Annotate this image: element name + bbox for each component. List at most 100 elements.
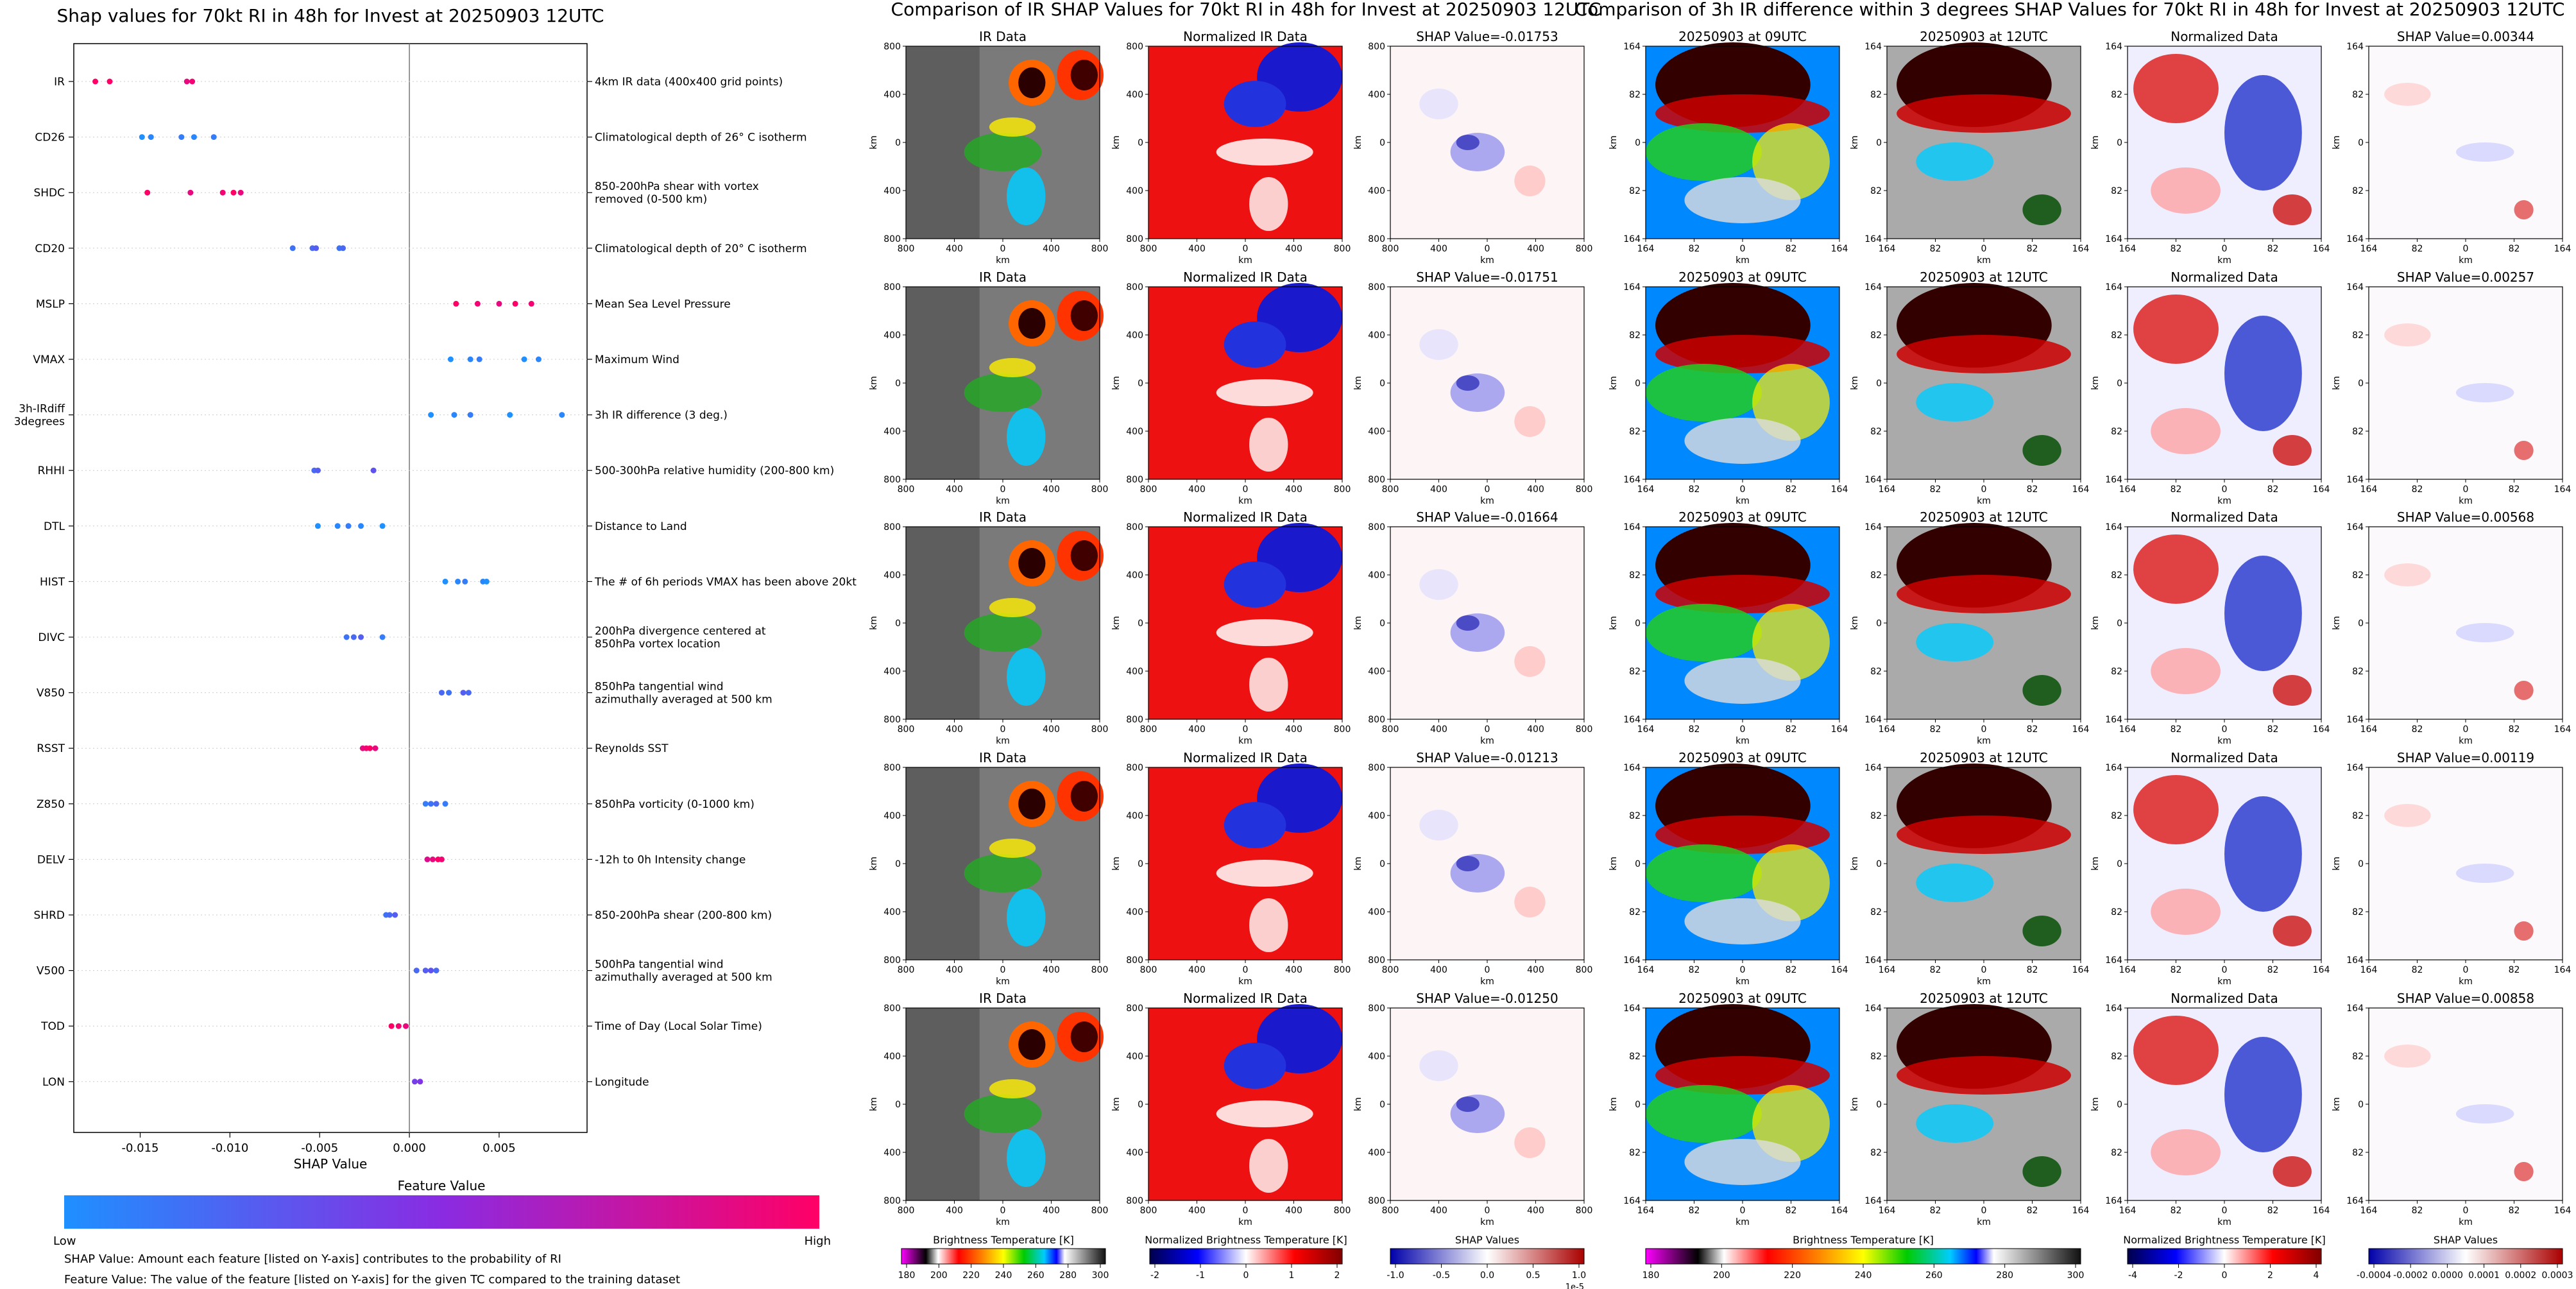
y-axis-label: km <box>1608 1097 1619 1111</box>
y-tick-label: 82 <box>1629 907 1641 918</box>
negative-shap-core <box>1456 1097 1480 1112</box>
subplot-title: 20250903 at 09UTC <box>1678 29 1807 44</box>
shap-colorbar-label: SHAP Values <box>1455 1234 1519 1246</box>
y-tick-label: 164 <box>1623 522 1641 533</box>
x-tick-label: 82 <box>2509 1206 2520 1216</box>
x-tick-label: 82 <box>1930 244 1941 254</box>
negative-anom <box>2224 1037 2302 1152</box>
subplot-title: SHAP Value=0.00119 <box>2397 750 2534 765</box>
x-axis-label: km <box>1736 736 1750 746</box>
feature-description: Climatological depth of 26° C isotherm <box>595 132 807 144</box>
negative-shap-core <box>1456 856 1480 871</box>
diff09-image <box>1645 523 1840 720</box>
y-tick-label: 82 <box>1629 1052 1641 1062</box>
y-tick-label: 400 <box>1368 427 1385 437</box>
shap-point <box>189 78 196 85</box>
diff-panel-title: Comparison of 3h IR difference within 3 … <box>1575 0 2565 20</box>
y-axis-label: km <box>1111 376 1122 390</box>
positive-shap <box>2384 804 2431 827</box>
y-tick-label: 82 <box>2352 427 2364 437</box>
warm-ring <box>1897 1056 2071 1095</box>
shap-point <box>496 300 502 307</box>
x-tick-label: 0 <box>2222 244 2228 254</box>
y-tick-label: 0 <box>1635 859 1641 869</box>
diff-norm-colorbar-tick-label: -4 <box>2128 1270 2137 1281</box>
x-tick-label: -0.005 <box>301 1141 338 1155</box>
shap-point <box>237 189 244 196</box>
x-tick-label: 400 <box>1430 244 1447 254</box>
feature-label: MSLP <box>36 298 65 311</box>
shap-point <box>521 356 527 363</box>
x-tick-label: 164 <box>1879 1206 1896 1216</box>
y-tick-label: 164 <box>2105 715 2122 725</box>
x-axis-label: km <box>1977 736 1991 746</box>
y-tick-label: 82 <box>2111 570 2122 581</box>
y-tick-label: 800 <box>1126 763 1143 773</box>
x-tick-label: 164 <box>2119 244 2137 254</box>
cloud-band <box>1007 1129 1046 1187</box>
y-tick-label: 0 <box>2358 1100 2364 1110</box>
x-tick-label: 400 <box>1188 1206 1206 1216</box>
warm-ring <box>1897 575 2071 613</box>
band-cyan <box>1916 864 1994 902</box>
x-tick-label: 400 <box>1285 1206 1302 1216</box>
x-tick-label: 800 <box>1091 484 1109 495</box>
x-tick-label: 164 <box>2313 724 2330 735</box>
negative-anom <box>2224 796 2302 912</box>
y-tick-label: 400 <box>1368 90 1385 100</box>
x-axis-label: km <box>1480 977 1494 987</box>
band-green <box>1646 364 1762 422</box>
y-tick-label: 82 <box>1629 90 1641 100</box>
x-axis-label: km <box>2217 736 2231 746</box>
y-tick-label: 800 <box>1368 282 1385 293</box>
x-tick-label: 82 <box>1689 1206 1700 1216</box>
note-feature-value: Feature Value: The value of the feature … <box>64 1273 680 1286</box>
diff09-image <box>1645 283 1840 480</box>
diff-bt-colorbar-tick-label: 240 <box>1855 1270 1872 1281</box>
transition-band <box>1216 1100 1313 1127</box>
y-tick-label: 164 <box>1864 1196 1882 1206</box>
x-tick-label: 800 <box>898 724 915 735</box>
band-dark <box>2022 916 2061 946</box>
x-tick-label: 164 <box>1831 244 1848 254</box>
storm-core <box>1018 308 1046 339</box>
cloud-band <box>1007 408 1046 466</box>
x-tick-label: 0.005 <box>482 1141 516 1155</box>
feature-label: CD20 <box>35 243 65 255</box>
norm-colorbar-tick-label: -2 <box>1150 1270 1159 1281</box>
x-tick-label: 164 <box>2313 484 2330 495</box>
y-tick-label: 82 <box>1870 186 1882 196</box>
positive-anom <box>2273 1156 2312 1187</box>
x-tick-label: 164 <box>1879 484 1896 495</box>
x-tick-label: 164 <box>2072 965 2090 975</box>
x-tick-label: 0 <box>1000 244 1006 254</box>
cold-cloud <box>1224 1043 1286 1089</box>
y-tick-label: 164 <box>2346 42 2364 52</box>
y-tick-label: 0 <box>1379 1100 1385 1110</box>
x-tick-label: 400 <box>1043 965 1060 975</box>
x-tick-label: 400 <box>1043 484 1060 495</box>
shap-point <box>411 1079 418 1085</box>
x-tick-label: 82 <box>1930 1206 1941 1216</box>
y-axis-label: km <box>1353 135 1363 149</box>
x-tick-label: 400 <box>1430 965 1447 975</box>
cloud-cluster-core <box>1070 1021 1098 1052</box>
y-tick-label: 164 <box>1864 475 1882 485</box>
x-tick-label: 800 <box>1576 1206 1593 1216</box>
x-tick-label: 0 <box>2463 244 2469 254</box>
feature-description: 500hPa tangential wind <box>595 959 724 971</box>
warm-ring <box>1655 335 1830 373</box>
y-axis-label: km <box>2332 376 2342 390</box>
y-axis-label: km <box>1353 1097 1363 1111</box>
cloud-band <box>964 373 1042 412</box>
shap-point <box>467 412 473 418</box>
y-tick-label: 400 <box>883 330 901 341</box>
y-tick-label: 400 <box>1126 1052 1143 1062</box>
feature-label: DIVC <box>38 631 65 644</box>
subplot-title: 20250903 at 09UTC <box>1678 269 1807 285</box>
feature-description: 850hPa tangential wind <box>595 681 724 694</box>
x-tick-label: 400 <box>1043 244 1060 254</box>
y-tick-label: 800 <box>1368 1003 1385 1014</box>
x-tick-label: 164 <box>2072 724 2090 735</box>
bt-colorbar-label: Brightness Temperature [K] <box>933 1234 1074 1246</box>
